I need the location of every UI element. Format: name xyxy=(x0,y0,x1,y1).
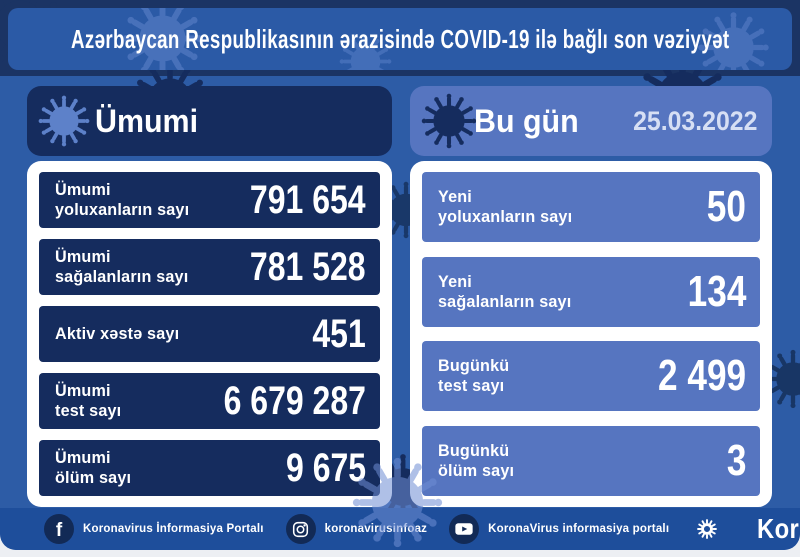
stat-row-new-recovered: Yeni sağalanların sayı 134 xyxy=(422,256,760,327)
stat-value: 451 xyxy=(312,311,366,356)
stat-label: Ümumi sağalanların sayı xyxy=(55,246,189,286)
facebook-link[interactable]: f Koronavirus İnformasiya Portalı xyxy=(44,514,264,544)
instagram-label: koronavirusinfoaz xyxy=(324,523,428,535)
stat-value: 791 654 xyxy=(250,177,366,222)
logo-text: KoronaVirus xyxy=(757,513,800,544)
instagram-link[interactable]: koronavirusinfoaz xyxy=(285,514,428,544)
stat-value: 9 675 xyxy=(285,445,366,490)
stat-row-total-infected: Ümumi yoluxanların sayı 791 654 xyxy=(39,172,380,228)
stat-value: 134 xyxy=(687,266,746,316)
stat-value: 6 679 287 xyxy=(223,378,366,423)
youtube-link[interactable]: KoronaVirus informasiya portalı xyxy=(449,514,669,544)
stat-label: Aktiv xəstə sayı xyxy=(55,323,180,343)
stat-label: Bugünkü ölüm sayı xyxy=(438,440,515,480)
virus-icon xyxy=(420,92,478,150)
stat-label: Ümumi ölüm sayı xyxy=(55,447,132,487)
stat-label: Yeni sağalanların sayı xyxy=(438,271,572,311)
today-card-header: Bu gün 25.03.2022 xyxy=(410,86,772,156)
stat-row-total-deaths: Ümumi ölüm sayı 9 675 xyxy=(39,440,380,496)
today-card-title: Bu gün xyxy=(474,102,579,139)
stat-row-today-deaths: Bugünkü ölüm sayı 3 xyxy=(422,425,760,496)
stat-value: 3 xyxy=(726,435,746,485)
footer-bar: f Koronavirus İnformasiya Portalı korona… xyxy=(0,508,800,550)
facebook-label: Koronavirus İnformasiya Portalı xyxy=(83,523,264,535)
totals-card-header: Ümumi xyxy=(27,86,392,156)
report-date: 25.03.2022 xyxy=(632,105,758,136)
stat-row-today-tests: Bugünkü test sayı 2 499 xyxy=(422,341,760,412)
stat-label: Ümumi yoluxanların sayı xyxy=(55,179,190,219)
totals-card-title: Ümumi xyxy=(95,102,199,139)
stat-row-active-cases: Aktiv xəstə sayı 451 xyxy=(39,306,380,362)
title-banner: Azərbaycan Respublikasının ərazisində CO… xyxy=(8,8,792,70)
totals-card-body: Ümumi yoluxanların sayı 791 654 Ümumi sa… xyxy=(27,161,392,507)
stat-value: 50 xyxy=(706,182,746,231)
sun-virus-icon xyxy=(691,513,723,545)
stat-value: 2 499 xyxy=(657,351,746,401)
koronavirus-info-logo: KoronaVirus info xyxy=(691,513,800,545)
stat-label: Yeni yoluxanların sayı xyxy=(438,186,573,226)
today-card: Bu gün 25.03.2022 Yeni yoluxanların sayı… xyxy=(410,86,772,507)
stat-label: Ümumi test sayı xyxy=(55,380,122,420)
stat-label: Bugünkü test sayı xyxy=(438,356,510,396)
virus-icon xyxy=(37,94,91,148)
youtube-label: KoronaVirus informasiya portalı xyxy=(488,523,670,535)
youtube-icon xyxy=(449,514,480,544)
totals-card: Ümumi Ümumi yoluxanların sayı 791 654 Üm… xyxy=(27,86,392,507)
today-card-body: Yeni yoluxanların sayı 50 Yeni sağalanla… xyxy=(410,161,772,507)
stat-row-total-tests: Ümumi test sayı 6 679 287 xyxy=(39,373,380,429)
facebook-icon: f xyxy=(44,514,74,544)
stat-row-total-recovered: Ümumi sağalanların sayı 781 528 xyxy=(39,239,380,295)
stat-row-new-infected: Yeni yoluxanların sayı 50 xyxy=(422,172,760,242)
stat-value: 781 528 xyxy=(250,244,366,289)
instagram-icon xyxy=(285,514,316,544)
page-title: Azərbaycan Respublikasının ərazisində CO… xyxy=(70,23,730,54)
